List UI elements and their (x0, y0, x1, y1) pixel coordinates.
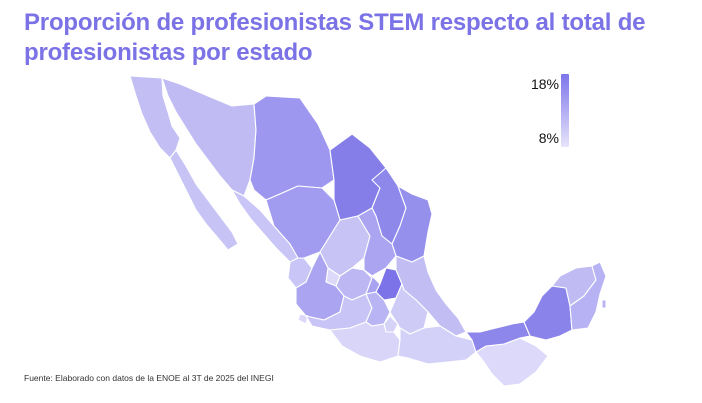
state-colima[interactable] (297, 313, 309, 325)
state-oaxaca[interactable] (397, 325, 477, 365)
legend-min-label: 8% (538, 130, 559, 146)
legend-max-label: 18% (530, 76, 559, 92)
source-note: Fuente: Elaborado con datos de la ENOE a… (24, 373, 274, 383)
state-san-luis-potosi[interactable] (357, 207, 397, 277)
state-baja-california-sur[interactable] (169, 149, 239, 251)
state-puebla[interactable] (389, 283, 429, 335)
map-title: Proporción de profesionistas STEM respec… (24, 9, 646, 66)
state-quintana-roo[interactable] (569, 261, 607, 331)
state-guerrero[interactable] (329, 321, 401, 363)
color-scale-bar (561, 74, 569, 147)
state-quintana-roo-island (601, 299, 607, 309)
state-campeche[interactable] (523, 285, 573, 341)
state-tabasco[interactable] (465, 321, 531, 353)
state-chihuahua[interactable] (249, 95, 335, 201)
